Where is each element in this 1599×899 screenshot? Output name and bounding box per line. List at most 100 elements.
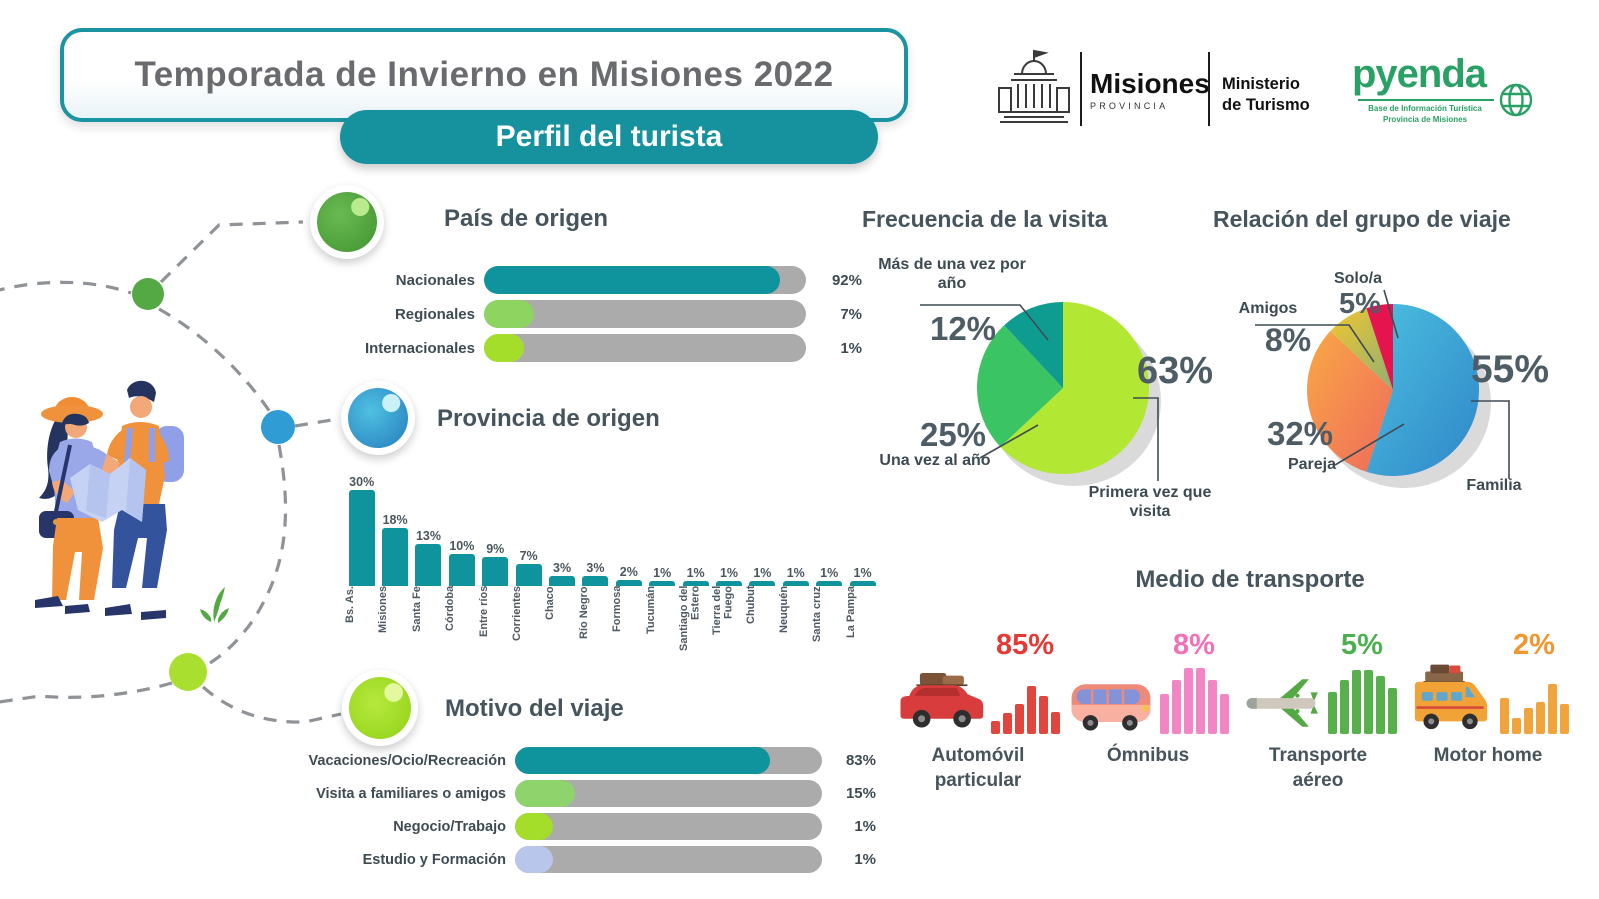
- bar-fill: [484, 266, 781, 294]
- misiones-logo-sub: PROVINCIA: [1090, 101, 1169, 111]
- dashed-route-decoration: [0, 220, 342, 724]
- dashed-path: [0, 280, 132, 295]
- axis-label: Tierra del Fuego: [711, 586, 735, 636]
- bar-value: 10%: [449, 539, 475, 553]
- bar-value: 1%: [840, 339, 862, 357]
- transport-label: Motor home: [1433, 745, 1543, 766]
- bar-row: Negocio/Trabajo 1%: [300, 813, 876, 840]
- equalizer-bars: [990, 666, 1060, 734]
- bar-value: 3%: [553, 561, 572, 576]
- transport-group-plane: 5% Transporte aéreo: [1243, 622, 1397, 793]
- equalizer-bar: [990, 721, 1000, 734]
- provincia-labels: Bs. As. Misiones Santa Fe Córdoba Entre ríos…: [344, 586, 881, 672]
- bar-value: 2%: [619, 564, 638, 579]
- bar-fill: [549, 576, 576, 586]
- bar-value: 9%: [486, 542, 505, 557]
- car-icon: [900, 672, 983, 728]
- bar-column: 9%: [479, 542, 512, 586]
- bar-value: 15%: [845, 785, 876, 802]
- bar-fill: [582, 576, 609, 586]
- slice-value: 5%: [1339, 288, 1381, 320]
- equalizer-bar: [1499, 698, 1509, 734]
- slice-value: 55%: [1470, 348, 1550, 391]
- bar-label: Negocio/Trabajo: [393, 818, 506, 835]
- bar-fill: [515, 780, 575, 807]
- bar-fill: [649, 581, 676, 586]
- equalizer-bars: [1327, 666, 1397, 734]
- axis-label: Neuquén: [778, 586, 791, 634]
- bar-value: 7%: [840, 305, 862, 323]
- transport-label: Ómnibus: [1106, 745, 1190, 766]
- bar-fill: [816, 581, 843, 586]
- bar-value: 92%: [831, 271, 862, 289]
- transport-label: Transporte aéreo: [1268, 745, 1368, 791]
- bar-label: Nacionales: [395, 271, 475, 289]
- equalizer-bars: [1499, 666, 1569, 734]
- dashed-path: [204, 444, 288, 668]
- equalizer-bar: [1171, 680, 1181, 734]
- transport-value: 85%: [995, 629, 1055, 661]
- slice-value: 63%: [1136, 350, 1214, 392]
- bar-value: 3%: [586, 561, 605, 576]
- equalizer-bars: [1159, 666, 1229, 734]
- route-dot-blue: [261, 410, 295, 444]
- axis-label: Córdoba: [444, 586, 457, 632]
- main-title-banner: Temporada de Invierno en Misiones 2022: [60, 28, 908, 122]
- bar-value: 1%: [786, 566, 805, 580]
- slice-label: Una vez al año: [879, 452, 991, 469]
- pyenda-logo: pyenda: [1352, 52, 1487, 96]
- bus-icon: [1071, 684, 1150, 731]
- frecuencia-panel: Frecuencia de la visita Más de una vez p…: [840, 200, 1213, 535]
- provincia-section-bullet: [341, 381, 415, 455]
- slice-label: Más de una vez por año: [878, 256, 1026, 292]
- motorhome-icon: [1414, 664, 1487, 730]
- bar-column: 1%: [646, 566, 679, 586]
- slice-label: Amigos: [1238, 300, 1298, 317]
- equalizer-bar: [1038, 696, 1048, 734]
- equalizer-bar: [1159, 694, 1169, 734]
- equalizer-bar: [1363, 670, 1373, 734]
- axis-label: Santa cruz: [811, 586, 824, 642]
- slice-label: Primera vez que visita: [1088, 484, 1212, 520]
- bar-value: 1%: [753, 566, 772, 580]
- equalizer-bar: [1351, 670, 1361, 734]
- bar-value: 1%: [854, 851, 876, 868]
- bar-value: 7%: [519, 548, 538, 563]
- bar-fill: [515, 563, 542, 586]
- bar-column: 2%: [612, 565, 645, 586]
- bar-column: 1%: [812, 566, 845, 586]
- axis-label: Santa Fe: [410, 586, 423, 632]
- axis-label: Bs. As.: [344, 586, 356, 623]
- ministerio-turismo-logo: Ministerio de Turismo: [1222, 75, 1310, 114]
- dashed-path: [0, 681, 173, 704]
- page-subtitle: Perfil del turista: [495, 120, 723, 153]
- slice-label: Familia: [1466, 477, 1522, 494]
- lime-ball-icon: [349, 677, 411, 739]
- bar-fill: [348, 490, 375, 586]
- slice-value: 12%: [929, 310, 997, 347]
- bar-fill: [615, 579, 642, 586]
- bar-value: 1%: [853, 566, 872, 580]
- bar-fill: [515, 846, 554, 873]
- misiones-logo: Misiones PROVINCIA: [1090, 68, 1210, 111]
- bar-column: 30%: [345, 475, 378, 586]
- motivo-bar-chart: Vacaciones/Ocio/Recreación 83% Visita a fa…: [300, 747, 876, 879]
- transporte-title: Medio de transporte: [1135, 566, 1365, 593]
- transport-value: 8%: [1173, 629, 1215, 661]
- green-ball-icon: [317, 192, 377, 252]
- equalizer-bar: [1375, 676, 1385, 734]
- equalizer-bar: [1014, 704, 1024, 734]
- motivo-section-bullet: [342, 670, 418, 746]
- axis-label: Corrientes: [510, 586, 523, 642]
- bar-column: 7%: [512, 549, 545, 586]
- logo-divider: [1080, 52, 1082, 126]
- motivo-title: Motivo del viaje: [445, 695, 624, 722]
- bar-label: Regionales: [394, 305, 475, 323]
- bar-column: 1%: [679, 566, 712, 586]
- equalizer-bar: [1523, 708, 1533, 734]
- bar-column: 1%: [779, 566, 812, 586]
- bar-value: 18%: [382, 513, 408, 528]
- slice-label: Solo/a: [1333, 270, 1382, 287]
- bar-column: 18%: [378, 513, 411, 586]
- pyenda-logo-line: [1358, 99, 1494, 101]
